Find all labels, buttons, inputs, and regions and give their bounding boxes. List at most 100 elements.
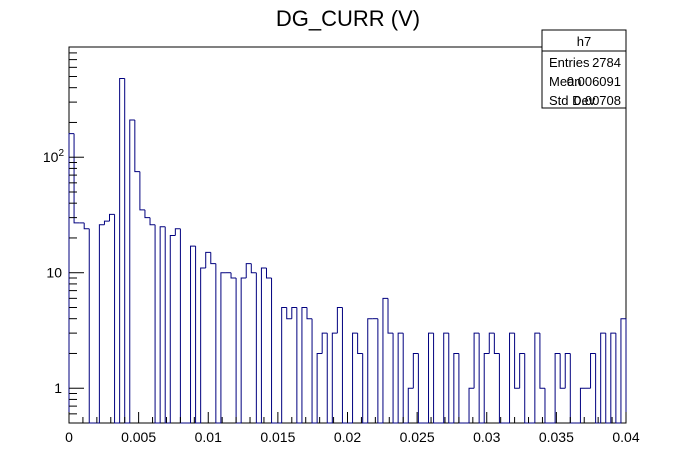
histogram-bin <box>412 352 419 389</box>
histogram-bin <box>488 332 495 354</box>
histogram-bin <box>129 119 135 423</box>
histogram-bin <box>392 333 399 424</box>
histogram-bin <box>134 120 140 173</box>
histogram-bin <box>169 235 176 423</box>
histogram-bin <box>534 332 540 423</box>
x-tick-label: 0.025 <box>400 429 435 445</box>
histogram-bin <box>590 352 596 389</box>
stats-row-label: Std Dev <box>549 93 596 108</box>
x-tick-label: 0 <box>65 429 73 445</box>
histogram-bin <box>336 307 343 334</box>
plot-area: 0 0.005 0.01 0.015 0.02 0.025 0.03 0.035 0.04 1 10… <box>43 46 640 445</box>
y-tick-label: 102 <box>43 148 65 165</box>
histogram-bin <box>377 318 383 424</box>
histogram-bin <box>367 318 373 423</box>
x-axis: 0 0.005 0.01 0.015 0.02 0.025 0.03 0.035 0.04 <box>65 412 640 445</box>
histogram-bin <box>453 352 459 423</box>
histogram-bin <box>341 307 348 424</box>
histogram-bin <box>149 217 156 226</box>
histogram-bin <box>240 277 247 423</box>
histogram-bin <box>205 251 211 268</box>
histogram-bin <box>311 318 318 424</box>
histogram-bin <box>306 307 313 320</box>
histogram-bin <box>473 332 480 389</box>
histogram-bin <box>250 263 257 274</box>
histogram-bin <box>448 333 454 424</box>
histogram-bin <box>493 333 500 354</box>
histogram-bin <box>331 332 338 423</box>
x-tick-label: 0.005 <box>121 429 156 445</box>
histogram-bin <box>265 267 272 279</box>
histogram-bin <box>554 352 561 423</box>
histogram-bin <box>387 298 394 334</box>
histogram-bin <box>498 353 505 424</box>
stats-row-label: Mean <box>549 74 582 89</box>
histogram-bin <box>539 333 545 389</box>
stats-row-label: Entries <box>549 55 590 70</box>
histogram-bin <box>210 252 216 265</box>
histogram-bin <box>245 263 252 279</box>
histogram-bin <box>433 333 439 424</box>
histogram-bin <box>610 332 616 423</box>
stats-box-name: h7 <box>577 34 591 49</box>
histogram-bin <box>109 213 115 222</box>
histogram-bin <box>144 209 151 219</box>
histogram-bin <box>174 228 181 236</box>
histogram-bin <box>519 352 525 389</box>
x-tick-label: 0.03 <box>473 429 500 445</box>
histogram-bin <box>255 272 262 424</box>
histogram-bin <box>559 353 566 389</box>
histogram-bin <box>88 228 95 424</box>
x-tick-label: 0.02 <box>334 429 361 445</box>
histogram-bin <box>564 352 571 389</box>
histogram-bin <box>605 333 611 424</box>
histogram-bin <box>509 332 515 423</box>
histogram-bin <box>139 171 145 211</box>
histogram-bin <box>215 263 221 424</box>
histogram-bin <box>291 307 297 319</box>
histogram-bin <box>362 353 368 424</box>
x-tick-label: 0.01 <box>195 429 222 445</box>
histogram-bin <box>382 297 389 423</box>
histogram-bin <box>352 332 358 423</box>
histogram-bin <box>579 387 586 423</box>
x-tick-label: 0.015 <box>260 429 295 445</box>
histogram-bin <box>301 307 307 423</box>
histogram-bin <box>260 267 267 423</box>
histogram-bin <box>483 352 490 423</box>
histogram-bin <box>615 333 621 424</box>
histogram-bin <box>230 272 237 279</box>
histogram-bin <box>357 333 363 354</box>
histogram-bin <box>443 332 449 423</box>
histogram-bin <box>73 133 80 224</box>
y-tick-label: 1 <box>54 380 62 396</box>
histogram-bin <box>397 332 404 423</box>
histogram-bin <box>98 224 105 423</box>
histogram-bin <box>600 332 606 423</box>
histogram-bin <box>286 307 292 320</box>
histogram-bin <box>281 307 287 423</box>
histogram-bin <box>103 220 110 225</box>
histogram-bin <box>514 333 520 389</box>
histogram-bin <box>114 214 120 424</box>
histogram-bin <box>200 267 206 423</box>
x-tick-label: 0.035 <box>539 429 574 445</box>
histogram-bin <box>620 318 626 423</box>
stats-row-value: 0.00708 <box>574 93 621 108</box>
histogram-bin <box>478 333 485 424</box>
y-axis: 1 10 102 <box>43 46 84 424</box>
chart-title: DG_CURR (V) <box>276 6 420 31</box>
stats-row-value: 0.006091 <box>567 74 621 89</box>
stats-box-frame <box>541 29 627 109</box>
histogram-bin <box>159 226 166 423</box>
histogram-bin <box>296 307 302 424</box>
histogram-bin <box>68 133 75 423</box>
histogram-bin <box>271 278 277 424</box>
histogram-bin <box>316 352 323 423</box>
stats-row-value: 2784 <box>592 55 621 70</box>
histogram-bin <box>544 388 551 424</box>
histogram-bin <box>326 333 333 424</box>
histogram-bin <box>595 353 601 424</box>
histogram-bin <box>164 226 171 424</box>
